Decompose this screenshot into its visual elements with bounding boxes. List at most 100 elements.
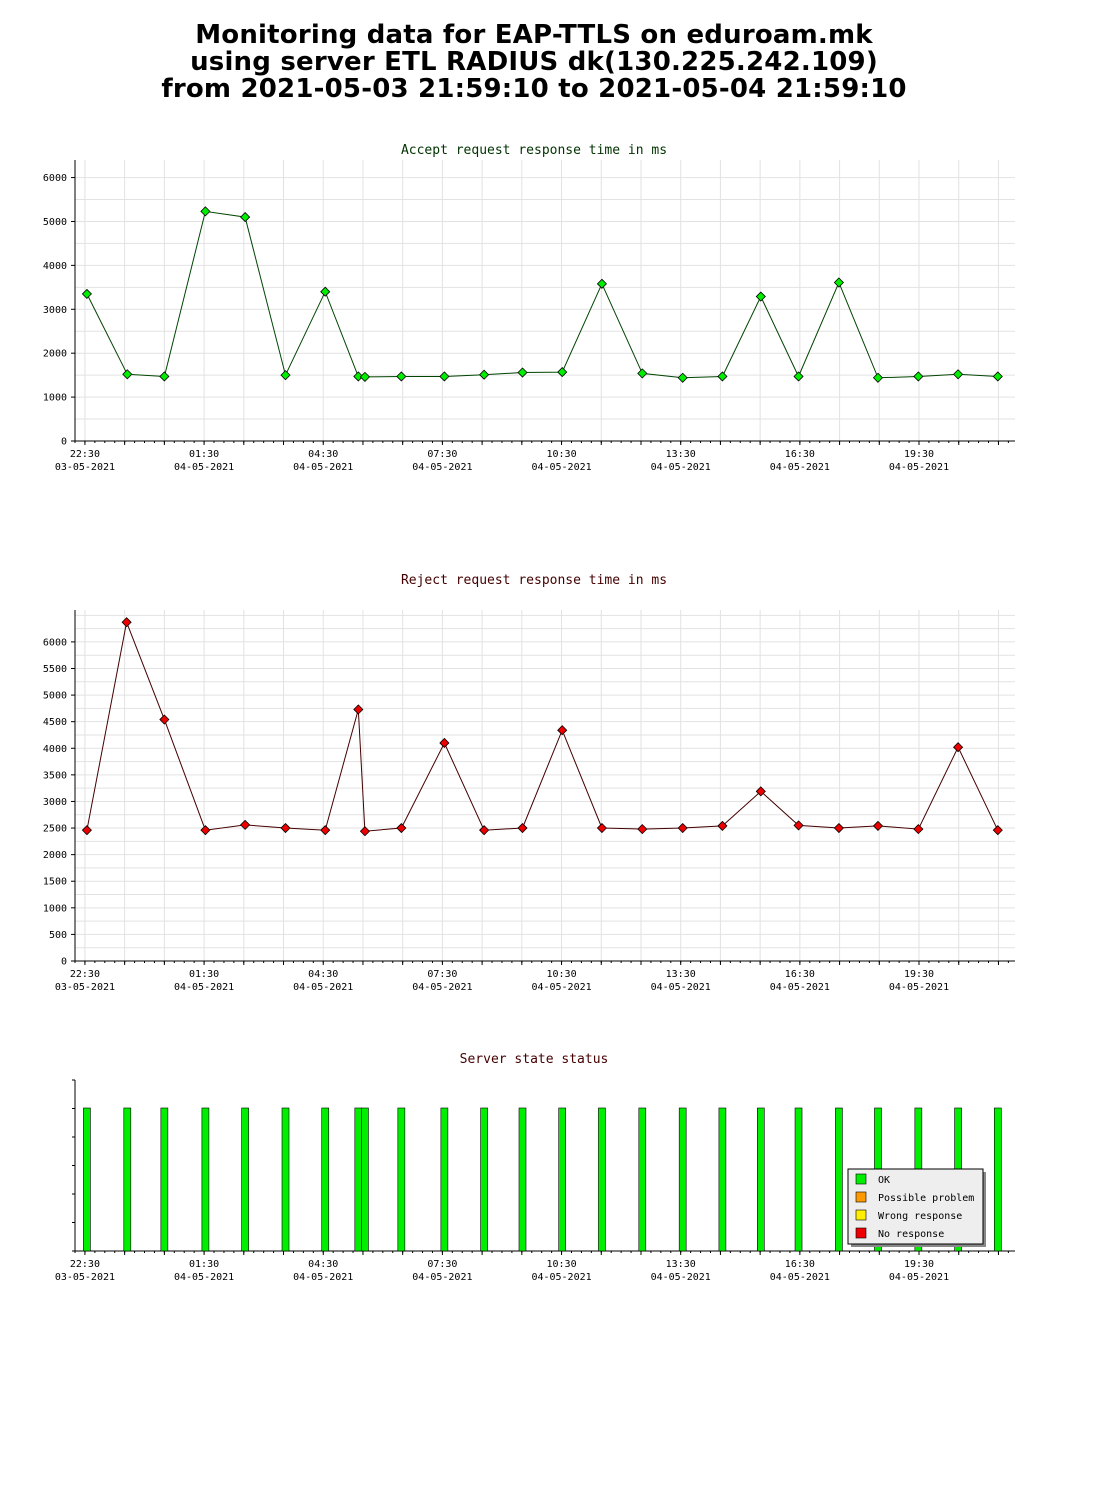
data-point [439,371,450,382]
state-bar [241,1107,249,1252]
data-point [557,367,568,378]
y-tick-label: 4000 [43,744,67,755]
x-tick-label-date: 04-05-2021 [412,1272,472,1283]
state-bar [638,1107,647,1252]
state-bar [480,1107,488,1252]
x-tick-label-date: 04-05-2021 [889,462,949,473]
title-line-1: Monitoring data for EAP-TTLS on eduroam.… [195,20,873,50]
x-tick-label-time: 16:30 [785,969,815,980]
legend-swatch [855,1227,867,1239]
state-bar [281,1107,290,1252]
state-bar [598,1107,606,1252]
data-point [833,822,844,834]
x-tick-label-date: 04-05-2021 [770,1272,830,1283]
x-tick-label-time: 10:30 [546,449,576,460]
data-point [596,822,607,834]
x-tick-label-time: 19:30 [904,449,934,460]
state-bar [321,1107,330,1252]
x-tick-label-date: 04-05-2021 [770,982,830,993]
y-tick-label: 1500 [43,877,67,888]
x-tick-label-time: 13:30 [666,969,696,980]
x-tick-label-date: 04-05-2021 [531,462,591,473]
data-point [359,826,371,837]
legend-swatch [855,1191,867,1203]
x-tick-label-time: 04:30 [308,1259,338,1270]
x-tick-label-date: 04-05-2021 [293,1272,353,1283]
y-tick-label: 500 [49,930,67,941]
data-point [200,825,211,836]
state-bar [757,1107,765,1252]
data-point [81,288,92,299]
legend-label: Possible problem [878,1193,974,1204]
data-point [320,825,331,836]
x-tick-label-date: 04-05-2021 [651,1272,711,1283]
data-point [159,714,170,725]
y-tick-label: 5500 [43,664,67,675]
y-tick-label: 2500 [43,824,67,835]
data-point [240,212,251,223]
state-bar [678,1107,687,1252]
y-tick-label: 3000 [43,305,67,316]
data-point [793,820,804,831]
state-bar [835,1107,843,1252]
data-point [359,371,371,382]
x-tick-label-date: 04-05-2021 [293,982,353,993]
legend-label: No response [878,1229,944,1240]
legend-swatch [855,1209,867,1221]
x-tick-label-date: 04-05-2021 [651,462,711,473]
data-point [517,822,528,834]
y-tick-label: 4000 [43,261,67,272]
y-tick-label: 3500 [43,770,67,781]
x-tick-label-time: 16:30 [785,1259,815,1270]
x-tick-label-date: 04-05-2021 [889,982,949,993]
chart-title: Accept request response time in ms [401,143,667,158]
x-tick-label-date: 04-05-2021 [174,462,234,473]
reject-response-chart: Reject request response time in ms22:300… [43,573,1015,993]
data-point [159,371,170,382]
x-tick-label-time: 10:30 [546,969,576,980]
state-bar [397,1107,406,1252]
data-point [953,742,964,753]
data-point [479,825,490,836]
data-point [439,737,450,749]
chart-title: Reject request response time in ms [401,573,667,588]
x-tick-label-time: 16:30 [785,449,815,460]
y-tick-label: 3000 [43,797,67,808]
data-point [872,372,884,383]
y-tick-label: 1000 [43,903,67,914]
y-tick-label: 2000 [43,349,67,360]
x-tick-label-date: 04-05-2021 [531,982,591,993]
data-point [833,277,844,288]
x-tick-label-time: 07:30 [427,1259,457,1270]
data-point [637,368,648,379]
data-point [353,371,364,382]
data-point [280,370,291,381]
y-tick-label: 0 [61,957,67,968]
state-bar [160,1107,169,1252]
state-bar [993,1107,1002,1252]
data-point [717,371,728,382]
legend-swatch [855,1173,867,1185]
data-point [755,786,766,797]
server-state-chart: Server state status 22:30 03-05-2021 01:30 0… [55,1052,1015,1283]
state-bar [440,1107,449,1252]
state-bar [354,1107,363,1252]
title-line-2: using server ETL RADIUS dk(130.225.242.1… [190,47,878,77]
y-tick-label: 2000 [43,850,67,861]
data-point [320,286,331,297]
y-tick-label: 6000 [43,173,67,184]
y-tick-label: 6000 [43,637,67,648]
data-point [396,371,407,382]
x-tick-label-time: 13:30 [666,1259,696,1270]
data-point [755,291,766,302]
accept-response-chart: Accept request response time in ms22:300… [43,143,1015,473]
data-point [517,367,528,378]
data-point [872,820,884,831]
x-tick-label-date: 04-05-2021 [770,462,830,473]
data-point [793,371,804,382]
x-tick-label-time: 19:30 [904,969,934,980]
legend-label: Wrong response [878,1211,962,1222]
data-point [479,369,490,380]
legend-box [847,1168,984,1245]
